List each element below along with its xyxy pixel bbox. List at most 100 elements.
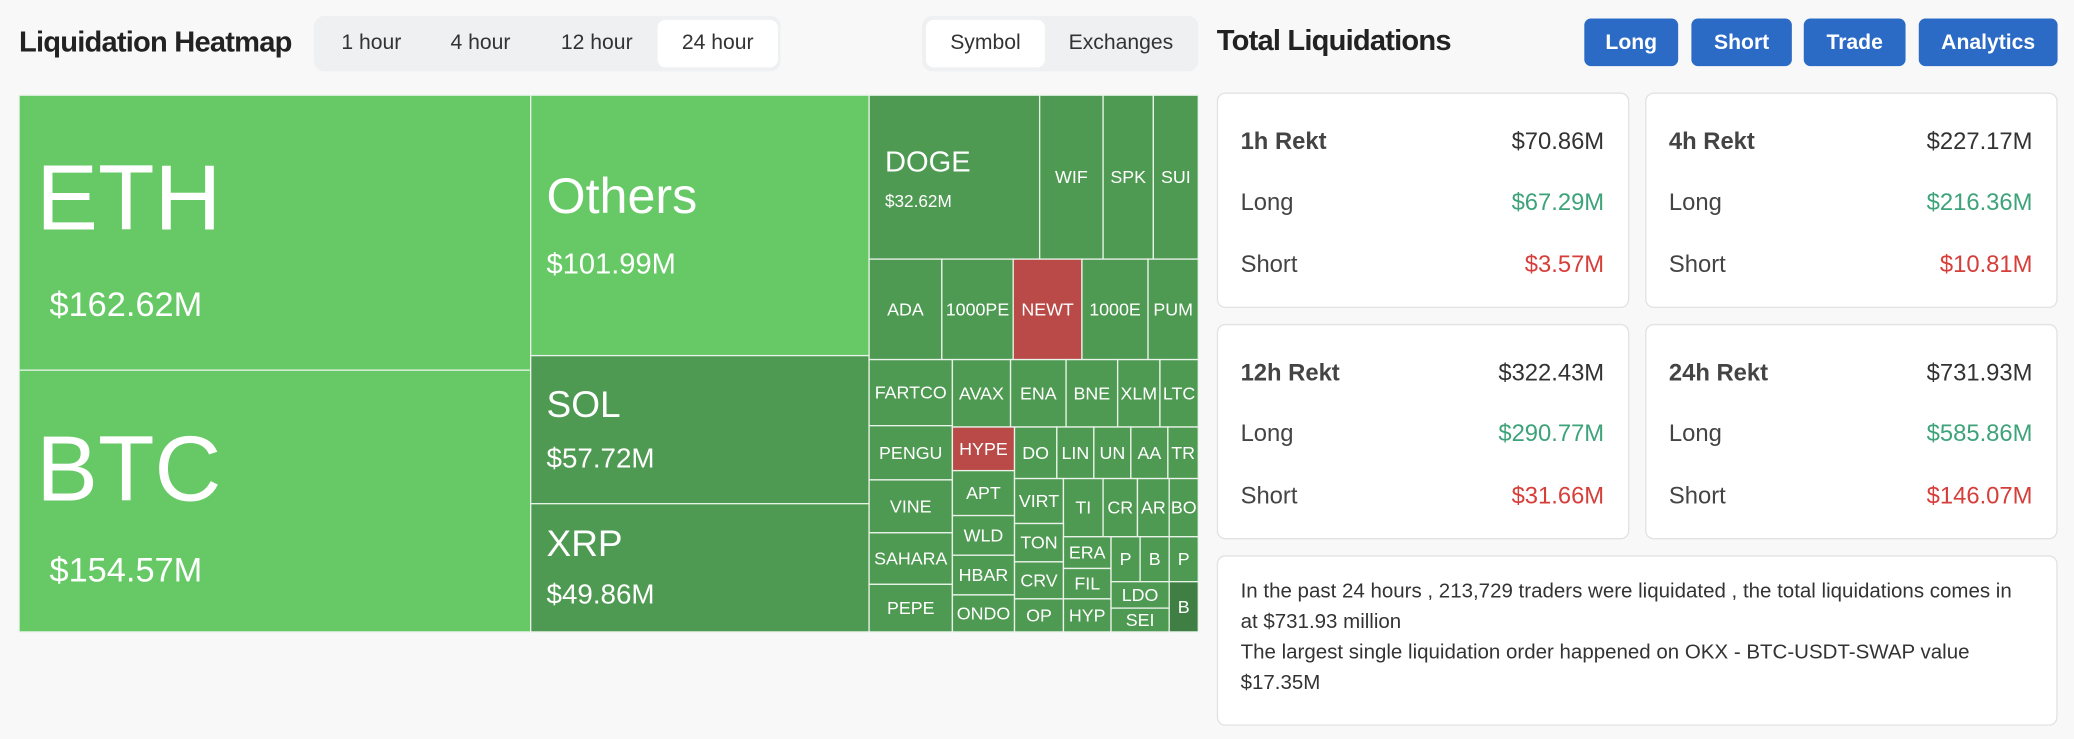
tile-text: ETH $162.62M	[36, 145, 221, 323]
tile[interactable]	[1147, 258, 1199, 361]
time-tab[interactable]: 1 hour	[341, 31, 401, 54]
tile[interactable]	[1139, 536, 1170, 583]
button[interactable]	[1803, 18, 1906, 67]
tile-text: LIN	[1061, 443, 1089, 463]
tile-text: Others $101.99M	[547, 168, 698, 281]
tile[interactable]	[1116, 358, 1161, 428]
button-label[interactable]: Trade	[1826, 31, 1883, 54]
tile-label: P	[1120, 549, 1132, 569]
tile-text: P	[1178, 549, 1190, 569]
tile-label: ADA	[887, 299, 924, 319]
tile-text: AA	[1137, 443, 1161, 463]
tile-label: XLM	[1120, 383, 1157, 403]
tile-value: $154.57M	[49, 552, 202, 590]
tile[interactable]	[530, 503, 870, 633]
tile[interactable]	[941, 258, 1014, 361]
tile-label: BNE	[1074, 383, 1111, 403]
tile[interactable]	[1136, 477, 1170, 538]
button-label[interactable]: Short	[1714, 31, 1769, 54]
tile[interactable]	[868, 258, 943, 361]
card-total: $322.43M	[1498, 359, 1604, 386]
tile-text: XRP $49.86M	[547, 522, 655, 610]
tile[interactable]	[951, 469, 1016, 517]
tile-text: TI	[1075, 498, 1091, 518]
button-label[interactable]: Long	[1605, 31, 1657, 54]
card-total: $70.86M	[1512, 128, 1605, 155]
row-label: Short	[1241, 251, 1298, 278]
tile[interactable]	[1081, 258, 1149, 361]
tile-label: AVAX	[959, 383, 1004, 403]
button-label[interactable]: Analytics	[1941, 31, 2035, 54]
tile-label: B	[1178, 597, 1190, 617]
row-value: $31.66M	[1512, 482, 1605, 509]
tile-label: HYP	[1069, 605, 1106, 625]
tile[interactable]	[868, 94, 1041, 260]
tile-label: SOL	[547, 383, 621, 425]
tile-label: LIN	[1061, 443, 1089, 463]
tile-text: NEWT	[1021, 299, 1074, 319]
view-tab[interactable]: Symbol	[950, 31, 1020, 54]
tile[interactable]	[1013, 426, 1058, 480]
tile[interactable]	[1110, 581, 1170, 609]
tile[interactable]	[868, 425, 954, 481]
card-total: $731.93M	[1927, 359, 2033, 386]
tile[interactable]	[1110, 536, 1141, 583]
tile-text: LTC	[1163, 383, 1195, 403]
view-tab[interactable]: Exchanges	[1069, 31, 1174, 54]
tile[interactable]	[868, 479, 954, 534]
card	[1645, 323, 2058, 540]
button[interactable]	[1918, 18, 2058, 67]
tile[interactable]	[1159, 358, 1199, 428]
tile-label: UN	[1099, 443, 1125, 463]
tile[interactable]	[1056, 426, 1095, 480]
tile[interactable]	[1013, 598, 1065, 633]
tile[interactable]	[1062, 598, 1112, 633]
time-tab[interactable]: 12 hour	[561, 31, 633, 54]
tile-value: $162.62M	[49, 286, 202, 324]
tile-text: HYP	[1069, 605, 1106, 625]
row-value: $290.77M	[1498, 420, 1604, 447]
tile-label: NEWT	[1021, 299, 1074, 319]
card	[1216, 323, 1630, 540]
tile[interactable]	[530, 354, 870, 505]
tile-label: FIL	[1074, 574, 1100, 594]
row-label: Short	[1669, 482, 1726, 509]
tile-text: TR	[1171, 443, 1195, 463]
tile[interactable]	[1102, 94, 1154, 260]
tile-text: CR	[1107, 498, 1133, 518]
tile[interactable]	[1062, 477, 1104, 538]
card-title: 12h Rekt	[1241, 359, 1340, 386]
tile-text: DO	[1022, 443, 1049, 463]
tile[interactable]	[1009, 358, 1067, 428]
tile-text: PENGU	[879, 443, 942, 463]
tile[interactable]	[530, 94, 870, 357]
tile[interactable]	[1013, 522, 1065, 563]
tile-text: TON	[1020, 533, 1057, 553]
tile[interactable]	[951, 426, 1016, 472]
time-tab[interactable]: 24 hour	[682, 31, 754, 54]
tile[interactable]	[951, 358, 1012, 428]
tile-text: ADA	[887, 299, 924, 319]
tile[interactable]	[1012, 258, 1083, 361]
tile[interactable]	[18, 94, 532, 371]
tile[interactable]	[1168, 581, 1199, 633]
tile-label: SAHARA	[874, 549, 947, 569]
tile-text: SUI	[1161, 167, 1191, 187]
tile-label: OP	[1026, 605, 1052, 625]
tile[interactable]	[1038, 94, 1104, 260]
tile-text: HYPE	[959, 439, 1008, 459]
button[interactable]	[1691, 18, 1792, 67]
tile[interactable]	[951, 594, 1016, 633]
tile-text: FIL	[1074, 574, 1100, 594]
tile[interactable]	[18, 369, 532, 633]
tile-label: LTC	[1163, 383, 1195, 403]
tile-label: HBAR	[959, 565, 1009, 585]
tile[interactable]	[1062, 536, 1112, 570]
button[interactable]	[1584, 18, 1679, 67]
tile[interactable]	[1167, 426, 1199, 480]
tile-label: SUI	[1161, 167, 1191, 187]
tile[interactable]	[951, 554, 1016, 596]
time-tab[interactable]: 4 hour	[450, 31, 510, 54]
tile-text: B	[1178, 597, 1190, 617]
heatmap-title: Liquidation Heatmap	[19, 26, 292, 58]
